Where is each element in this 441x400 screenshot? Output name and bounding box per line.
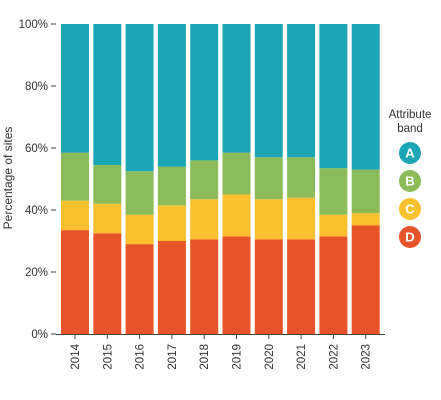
bar-segment-B-2015: [93, 165, 122, 204]
bar-column-2015: [93, 24, 122, 334]
bar-column-2018: [190, 24, 219, 334]
legend-item-B: B: [399, 170, 421, 192]
legend-swatch-D: [399, 226, 421, 248]
bar-segment-D-2021: [287, 239, 316, 334]
bar-column-2020: [254, 24, 283, 334]
legend-swatch-C: [399, 198, 421, 220]
x-tick-label-2014: 2014: [70, 343, 82, 369]
bar-segment-B-2016: [125, 171, 154, 215]
bar-segment-B-2019: [222, 152, 251, 195]
legend-swatch-A: [399, 142, 421, 164]
bar-segment-B-2018: [190, 160, 219, 200]
legend-item-D: D: [399, 226, 421, 248]
bar-segment-D-2014: [61, 230, 89, 334]
legend-label-B: B: [405, 174, 414, 189]
legend-item-C: C: [399, 198, 421, 220]
x-tick-label-2022: 2022: [328, 344, 340, 370]
bar-segment-A-2021: [287, 24, 316, 158]
bar-segment-D-2016: [125, 244, 154, 334]
bar-column-2023: [351, 24, 380, 334]
bar-column-2014: [61, 24, 89, 334]
bar-column-2016: [125, 24, 154, 334]
bar-segment-D-2020: [254, 239, 283, 334]
bar-segment-B-2023: [351, 169, 380, 214]
bar-segment-C-2019: [222, 194, 251, 237]
x-tick-label-2016: 2016: [135, 344, 147, 370]
x-tick-label-2018: 2018: [199, 344, 211, 370]
bar-segment-C-2015: [93, 203, 122, 234]
bar-segment-A-2014: [61, 24, 89, 153]
legend-label-D: D: [405, 230, 414, 245]
bar-column-2021: [287, 24, 316, 334]
y-tick-label: 40%: [25, 205, 48, 217]
x-tick-label-2021: 2021: [296, 344, 308, 370]
bar-segment-D-2015: [93, 233, 122, 334]
bar-segment-C-2023: [351, 213, 380, 226]
y-tick-label: 0%: [31, 329, 48, 341]
bar-segment-D-2019: [222, 236, 251, 334]
x-tick-label-2019: 2019: [232, 344, 244, 370]
bars: [61, 24, 380, 334]
x-tick-label-2020: 2020: [264, 344, 276, 370]
legend-label-C: C: [405, 202, 415, 217]
bar-segment-A-2023: [351, 24, 380, 170]
y-tick-label: 60%: [25, 143, 48, 155]
bar-column-2022: [319, 24, 348, 334]
bar-segment-D-2022: [319, 236, 348, 334]
legend-label-A: A: [405, 146, 415, 161]
legend-item-A: A: [399, 142, 421, 164]
bar-segment-D-2017: [157, 241, 186, 334]
bar-segment-A-2016: [125, 24, 154, 172]
bar-segment-C-2021: [287, 197, 316, 240]
bar-segment-C-2014: [61, 200, 89, 231]
bar-segment-D-2018: [190, 239, 219, 334]
legend-swatch-B: [399, 170, 421, 192]
bar-segment-B-2022: [319, 168, 348, 215]
bar-segment-B-2014: [61, 152, 89, 201]
bar-segment-A-2019: [222, 24, 251, 153]
x-axis-ticks: 2014 2015 2016 2017 2018 2019 2020 2021 2022 2023: [70, 334, 373, 370]
bar-segment-C-2016: [125, 214, 154, 245]
x-tick-label-2017: 2017: [167, 344, 179, 370]
bar-segment-B-2021: [287, 157, 316, 198]
y-axis-ticks: 0% 20% 40% 60% 80% 100%: [19, 19, 56, 341]
x-tick-label-2015: 2015: [102, 344, 114, 370]
bar-segment-A-2015: [93, 24, 122, 166]
bar-segment-D-2023: [351, 225, 380, 334]
y-tick-label: 20%: [25, 267, 48, 279]
bar-column-2019: [222, 24, 251, 334]
legend-title-line-2: band: [397, 123, 423, 135]
bar-segment-B-2020: [254, 157, 283, 200]
bar-segment-A-2020: [254, 24, 283, 158]
bar-segment-A-2018: [190, 24, 219, 161]
bar-column-2017: [157, 24, 186, 334]
y-tick-label: 100%: [19, 19, 48, 31]
bar-segment-C-2017: [157, 205, 186, 241]
legend-title-line-1: Attribute: [389, 109, 432, 121]
bar-segment-B-2017: [157, 166, 186, 206]
bar-segment-C-2018: [190, 199, 219, 240]
y-tick-label: 80%: [25, 81, 48, 93]
bar-segment-C-2022: [319, 214, 348, 237]
x-tick-label-2023: 2023: [361, 344, 373, 370]
bar-segment-A-2022: [319, 24, 348, 169]
bar-segment-C-2020: [254, 199, 283, 240]
y-axis-title-group: Percentage of sites: [1, 127, 15, 230]
y-axis-title: Percentage of sites: [1, 127, 15, 230]
bar-segment-A-2017: [157, 24, 186, 167]
